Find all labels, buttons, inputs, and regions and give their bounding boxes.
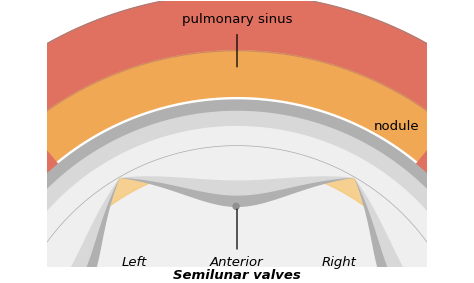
Polygon shape bbox=[102, 112, 372, 195]
Text: nodule: nodule bbox=[374, 120, 419, 133]
Polygon shape bbox=[0, 161, 119, 283]
Circle shape bbox=[233, 203, 239, 209]
Text: Left: Left bbox=[122, 256, 147, 269]
Polygon shape bbox=[97, 100, 377, 206]
Text: Semilunar valves: Semilunar valves bbox=[173, 269, 301, 282]
Polygon shape bbox=[0, 138, 119, 283]
Polygon shape bbox=[355, 161, 474, 283]
Polygon shape bbox=[387, 127, 474, 283]
Polygon shape bbox=[0, 127, 87, 283]
Polygon shape bbox=[322, 177, 367, 208]
Polygon shape bbox=[107, 177, 152, 208]
Polygon shape bbox=[355, 138, 474, 283]
Polygon shape bbox=[0, 147, 119, 283]
Polygon shape bbox=[0, 51, 474, 283]
Polygon shape bbox=[110, 127, 364, 180]
Text: pulmonary sinus: pulmonary sinus bbox=[182, 13, 292, 26]
Text: Anterior: Anterior bbox=[210, 256, 264, 269]
Polygon shape bbox=[2, 146, 472, 283]
Polygon shape bbox=[355, 147, 474, 283]
Text: Right: Right bbox=[322, 256, 357, 269]
